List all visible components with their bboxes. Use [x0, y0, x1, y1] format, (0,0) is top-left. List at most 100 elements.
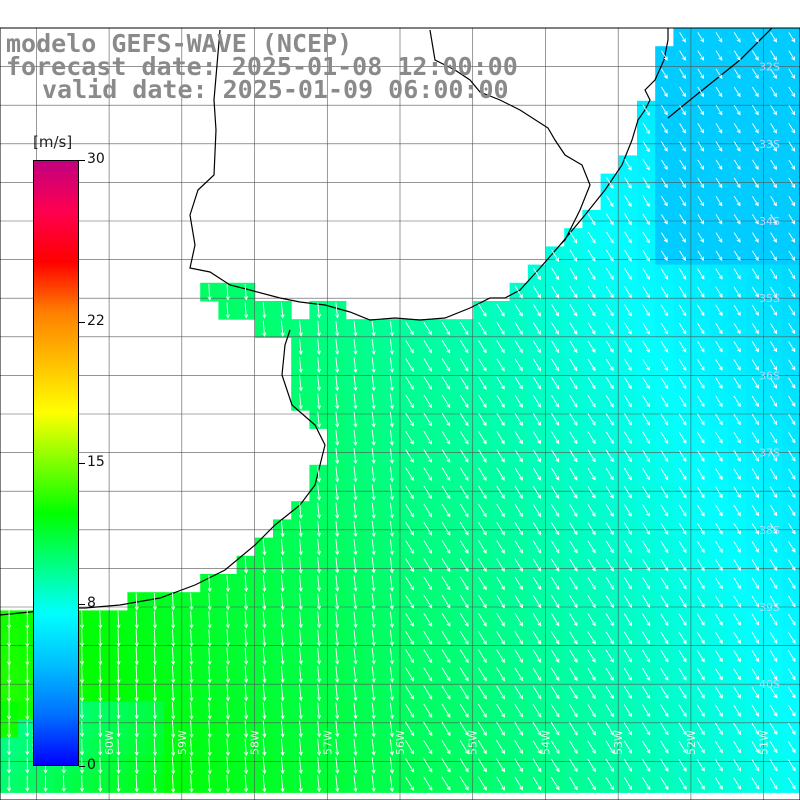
- wind-arrow: [697, 214, 704, 225]
- wind-arrowhead: [646, 585, 651, 590]
- wind-arrow: [788, 686, 796, 698]
- wind-arrowhead: [152, 715, 158, 720]
- wind-arrow: [752, 232, 759, 243]
- wind-arrowhead: [7, 679, 12, 684]
- wind-arrowhead: [755, 712, 760, 717]
- wind-arrow: [99, 757, 101, 774]
- wind-arrow: [678, 468, 687, 480]
- wind-arrowhead: [591, 221, 596, 226]
- wind-arrowhead: [207, 624, 212, 629]
- wind-arrow: [587, 358, 596, 371]
- wind-arrowhead: [25, 697, 30, 703]
- wind-arrow: [605, 540, 614, 553]
- wind-arrow: [477, 721, 487, 736]
- wind-arrowhead: [755, 348, 759, 353]
- wind-arrowhead: [80, 679, 85, 684]
- wind-arrowhead: [755, 293, 759, 298]
- wind-arrow: [459, 685, 469, 700]
- wind-arrowhead: [646, 621, 651, 627]
- wind-arrowhead: [225, 314, 230, 319]
- wind-arrowhead: [335, 314, 340, 319]
- wind-arrowhead: [591, 621, 596, 627]
- wind-arrow: [678, 395, 687, 407]
- wind-arrow: [733, 686, 741, 699]
- wind-arrowhead: [664, 348, 669, 353]
- wind-arrow: [661, 159, 668, 170]
- wind-arrowhead: [116, 733, 121, 738]
- wind-arrowhead: [645, 129, 650, 135]
- wind-arrow: [788, 577, 796, 589]
- wind-speed-cell: [782, 282, 800, 302]
- wind-arrowhead: [755, 566, 760, 572]
- wind-arrowhead: [335, 678, 340, 683]
- wind-arrowhead: [773, 694, 778, 699]
- colorbar-tick-label: 22: [87, 312, 105, 329]
- wind-arrow: [788, 86, 795, 97]
- wind-arrowhead: [244, 715, 249, 720]
- wind-arrow: [244, 575, 247, 592]
- wind-arrowhead: [483, 786, 487, 791]
- wind-arrow: [752, 123, 759, 134]
- wind-arrowhead: [628, 366, 632, 371]
- wind-arrowhead: [682, 639, 687, 645]
- wind-arrowhead: [718, 329, 723, 335]
- wind-arrow: [679, 68, 686, 79]
- wind-arrowhead: [555, 312, 560, 317]
- wind-arrow: [280, 756, 284, 774]
- wind-arrow: [405, 649, 414, 663]
- wind-arrow: [587, 595, 596, 608]
- wind-arrow: [715, 32, 723, 43]
- wind-arrowhead: [791, 111, 796, 116]
- wind-arrowhead: [116, 679, 121, 684]
- wind-arrowhead: [519, 385, 523, 390]
- wind-arrow: [715, 177, 723, 188]
- wind-arrowhead: [682, 585, 687, 590]
- wind-arrow: [389, 539, 393, 555]
- wind-arrowhead: [628, 694, 633, 700]
- wind-arrow: [135, 756, 138, 774]
- wind-arrowhead: [610, 731, 614, 736]
- wind-arrowhead: [755, 639, 760, 645]
- wind-arrowhead: [464, 367, 469, 372]
- wind-arrow: [623, 558, 632, 571]
- wind-arrowhead: [718, 129, 723, 134]
- wind-arrowhead: [428, 677, 433, 682]
- wind-arrow: [389, 502, 393, 518]
- wind-arrow: [587, 304, 596, 316]
- wind-arrow: [551, 358, 560, 371]
- wind-arrowhead: [335, 532, 340, 538]
- wind-arrow: [353, 757, 357, 774]
- wind-arrow: [788, 468, 796, 480]
- wind-arrowhead: [410, 677, 414, 682]
- wind-arrowhead: [501, 768, 505, 773]
- wind-arrowhead: [682, 330, 687, 335]
- wind-arrowhead: [80, 661, 85, 666]
- wind-arrow: [788, 432, 796, 443]
- wind-arrow: [697, 359, 705, 371]
- wind-arrow: [280, 320, 284, 336]
- wind-arrow: [733, 704, 741, 717]
- wind-arrow: [587, 667, 596, 681]
- wind-arrowhead: [519, 549, 523, 554]
- wind-arrowhead: [718, 147, 723, 152]
- wind-arrowhead: [682, 74, 686, 80]
- wind-arrow: [769, 450, 778, 462]
- wind-arrow: [769, 577, 778, 589]
- wind-arrowhead: [298, 514, 303, 520]
- wind-arrow: [514, 503, 523, 517]
- wind-arrowhead: [755, 730, 760, 736]
- wind-arrow: [642, 558, 650, 571]
- wind-arrowhead: [335, 368, 340, 374]
- wind-arrow: [371, 720, 375, 737]
- wind-arrowhead: [116, 624, 121, 629]
- wind-arrowhead: [663, 202, 668, 207]
- wind-arrowhead: [262, 770, 267, 775]
- wind-arrow: [478, 558, 487, 572]
- wind-arrow: [190, 683, 193, 701]
- wind-arrow: [769, 486, 778, 498]
- wind-arrowhead: [482, 731, 487, 737]
- wind-arrow: [660, 377, 668, 389]
- wind-arrow: [642, 595, 650, 608]
- wind-arrow: [280, 575, 284, 592]
